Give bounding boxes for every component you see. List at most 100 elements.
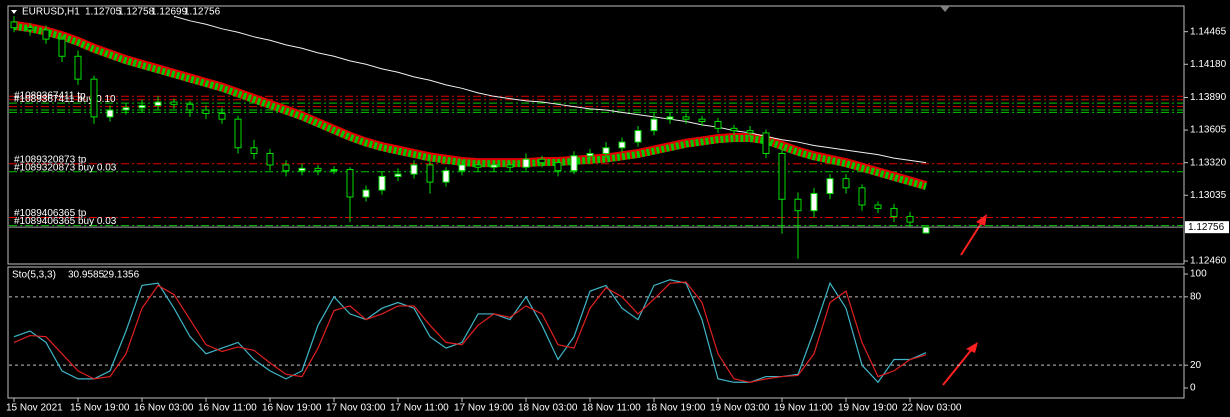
candle-body (570, 155, 578, 172)
header-low: 1.12699 (151, 7, 188, 18)
candle-body (602, 147, 610, 155)
ma-line (173, 15, 927, 164)
candle-body (826, 178, 834, 195)
y-tick-label: 100 (1190, 269, 1207, 280)
candle-body (906, 215, 914, 223)
sub-frame (7, 266, 1185, 399)
y-tick-label: 80 (1190, 291, 1202, 302)
indicator-signal-value: 29.1356 (103, 270, 140, 281)
header-high: 1.12758 (118, 7, 155, 18)
x-tick-label: 15 Nov 2021 (6, 403, 63, 414)
candle-body (842, 178, 850, 189)
candle-body (810, 193, 818, 212)
candle-body (890, 207, 898, 217)
candle-body (314, 167, 322, 172)
candle-body (378, 175, 386, 191)
candle-body (330, 169, 338, 172)
x-tick-label: 19 Nov 03:00 (710, 403, 770, 414)
candle-body (746, 130, 754, 134)
candle-body (730, 127, 738, 132)
candle-body (394, 173, 402, 177)
y-tick-label: 1.12460 (1190, 256, 1227, 267)
candle-body (218, 112, 226, 120)
x-tick-label: 18 Nov 19:00 (646, 403, 706, 414)
y-tick-label: 1.14180 (1190, 59, 1227, 70)
x-tick-label: 19 Nov 11:00 (774, 403, 833, 414)
candle-body (858, 187, 866, 206)
x-tick-label: 16 Nov 11:00 (198, 403, 257, 414)
collapse-icon[interactable] (11, 10, 17, 14)
candle-body (122, 107, 130, 111)
x-tick-label: 18 Nov 03:00 (518, 403, 578, 414)
y-tick-label: 20 (1190, 360, 1202, 371)
candle-body (794, 198, 802, 212)
x-tick-label: 17 Nov 03:00 (326, 403, 386, 414)
y-tick-label: 1.13035 (1190, 190, 1227, 201)
candle-body (506, 164, 514, 168)
order-label: #1089367411 buy 0.10 (14, 94, 116, 105)
indicator-line (13, 281, 927, 383)
candle-body (90, 78, 98, 118)
y-tick-label: 0 (1190, 383, 1196, 394)
y-tick-label: 1.13890 (1190, 92, 1227, 103)
candle-body (186, 103, 194, 111)
candle-body (346, 169, 354, 198)
candle-body (922, 226, 930, 234)
candle-body (266, 153, 274, 166)
candle-body (298, 167, 306, 172)
candle-body (442, 170, 450, 183)
x-tick-label: 18 Nov 11:00 (582, 403, 641, 414)
candle-body (474, 164, 482, 168)
annotation-arrow (942, 342, 978, 386)
x-tick-label: 17 Nov 11:00 (390, 403, 449, 414)
candle-body (106, 109, 114, 118)
order-label: #1089406365 buy 0.03 (14, 216, 117, 227)
candle-body (362, 189, 370, 198)
shift-marker (940, 6, 950, 12)
candle-body (698, 118, 706, 122)
indicator-title: Sto(5,3,3) (12, 270, 56, 281)
header-open: 1.12705 (85, 7, 122, 18)
candle-body (874, 204, 882, 209)
candle-body (618, 141, 626, 149)
order-label: #1089367411 tp (14, 90, 86, 101)
header-close: 1.12756 (184, 7, 221, 18)
candle-body (58, 38, 66, 57)
candle-body (170, 101, 178, 105)
candle-body (26, 27, 34, 31)
candle-body (490, 164, 498, 168)
candle-body (634, 130, 642, 143)
candle-body (10, 21, 18, 29)
candle-body (74, 55, 82, 80)
candle-body (154, 101, 162, 106)
candle-body (138, 104, 146, 109)
x-tick-label: 19 Nov 19:00 (838, 403, 898, 414)
candle-body (522, 158, 530, 168)
candle-body (682, 116, 690, 120)
x-tick-label: 17 Nov 19:00 (454, 403, 514, 414)
order-label: #1089320873 buy 0.03 (14, 162, 117, 173)
candle-body (410, 164, 418, 175)
x-tick-label: 22 Nov 03:00 (902, 403, 962, 414)
x-tick-label: 16 Nov 19:00 (262, 403, 322, 414)
candle-body (778, 153, 786, 200)
current-price-label: 1.12756 (1188, 222, 1225, 233)
indicator-main-value: 30.9585 (68, 270, 105, 281)
candle-body (586, 153, 594, 157)
order-label: #1089406365 tp (14, 208, 87, 219)
candle-body (42, 29, 50, 40)
symbol: EURUSD,H1 (22, 7, 80, 18)
candle-body (762, 132, 770, 155)
candle-body (666, 116, 674, 120)
candle-body (650, 118, 658, 132)
candle-body (250, 147, 258, 155)
candle-body (234, 118, 242, 149)
current-price-box (1185, 221, 1229, 234)
candle-body (714, 120, 722, 129)
x-tick-label: 16 Nov 03:00 (134, 403, 194, 414)
candle-body (554, 162, 562, 172)
y-tick-label: 1.13605 (1190, 125, 1227, 136)
